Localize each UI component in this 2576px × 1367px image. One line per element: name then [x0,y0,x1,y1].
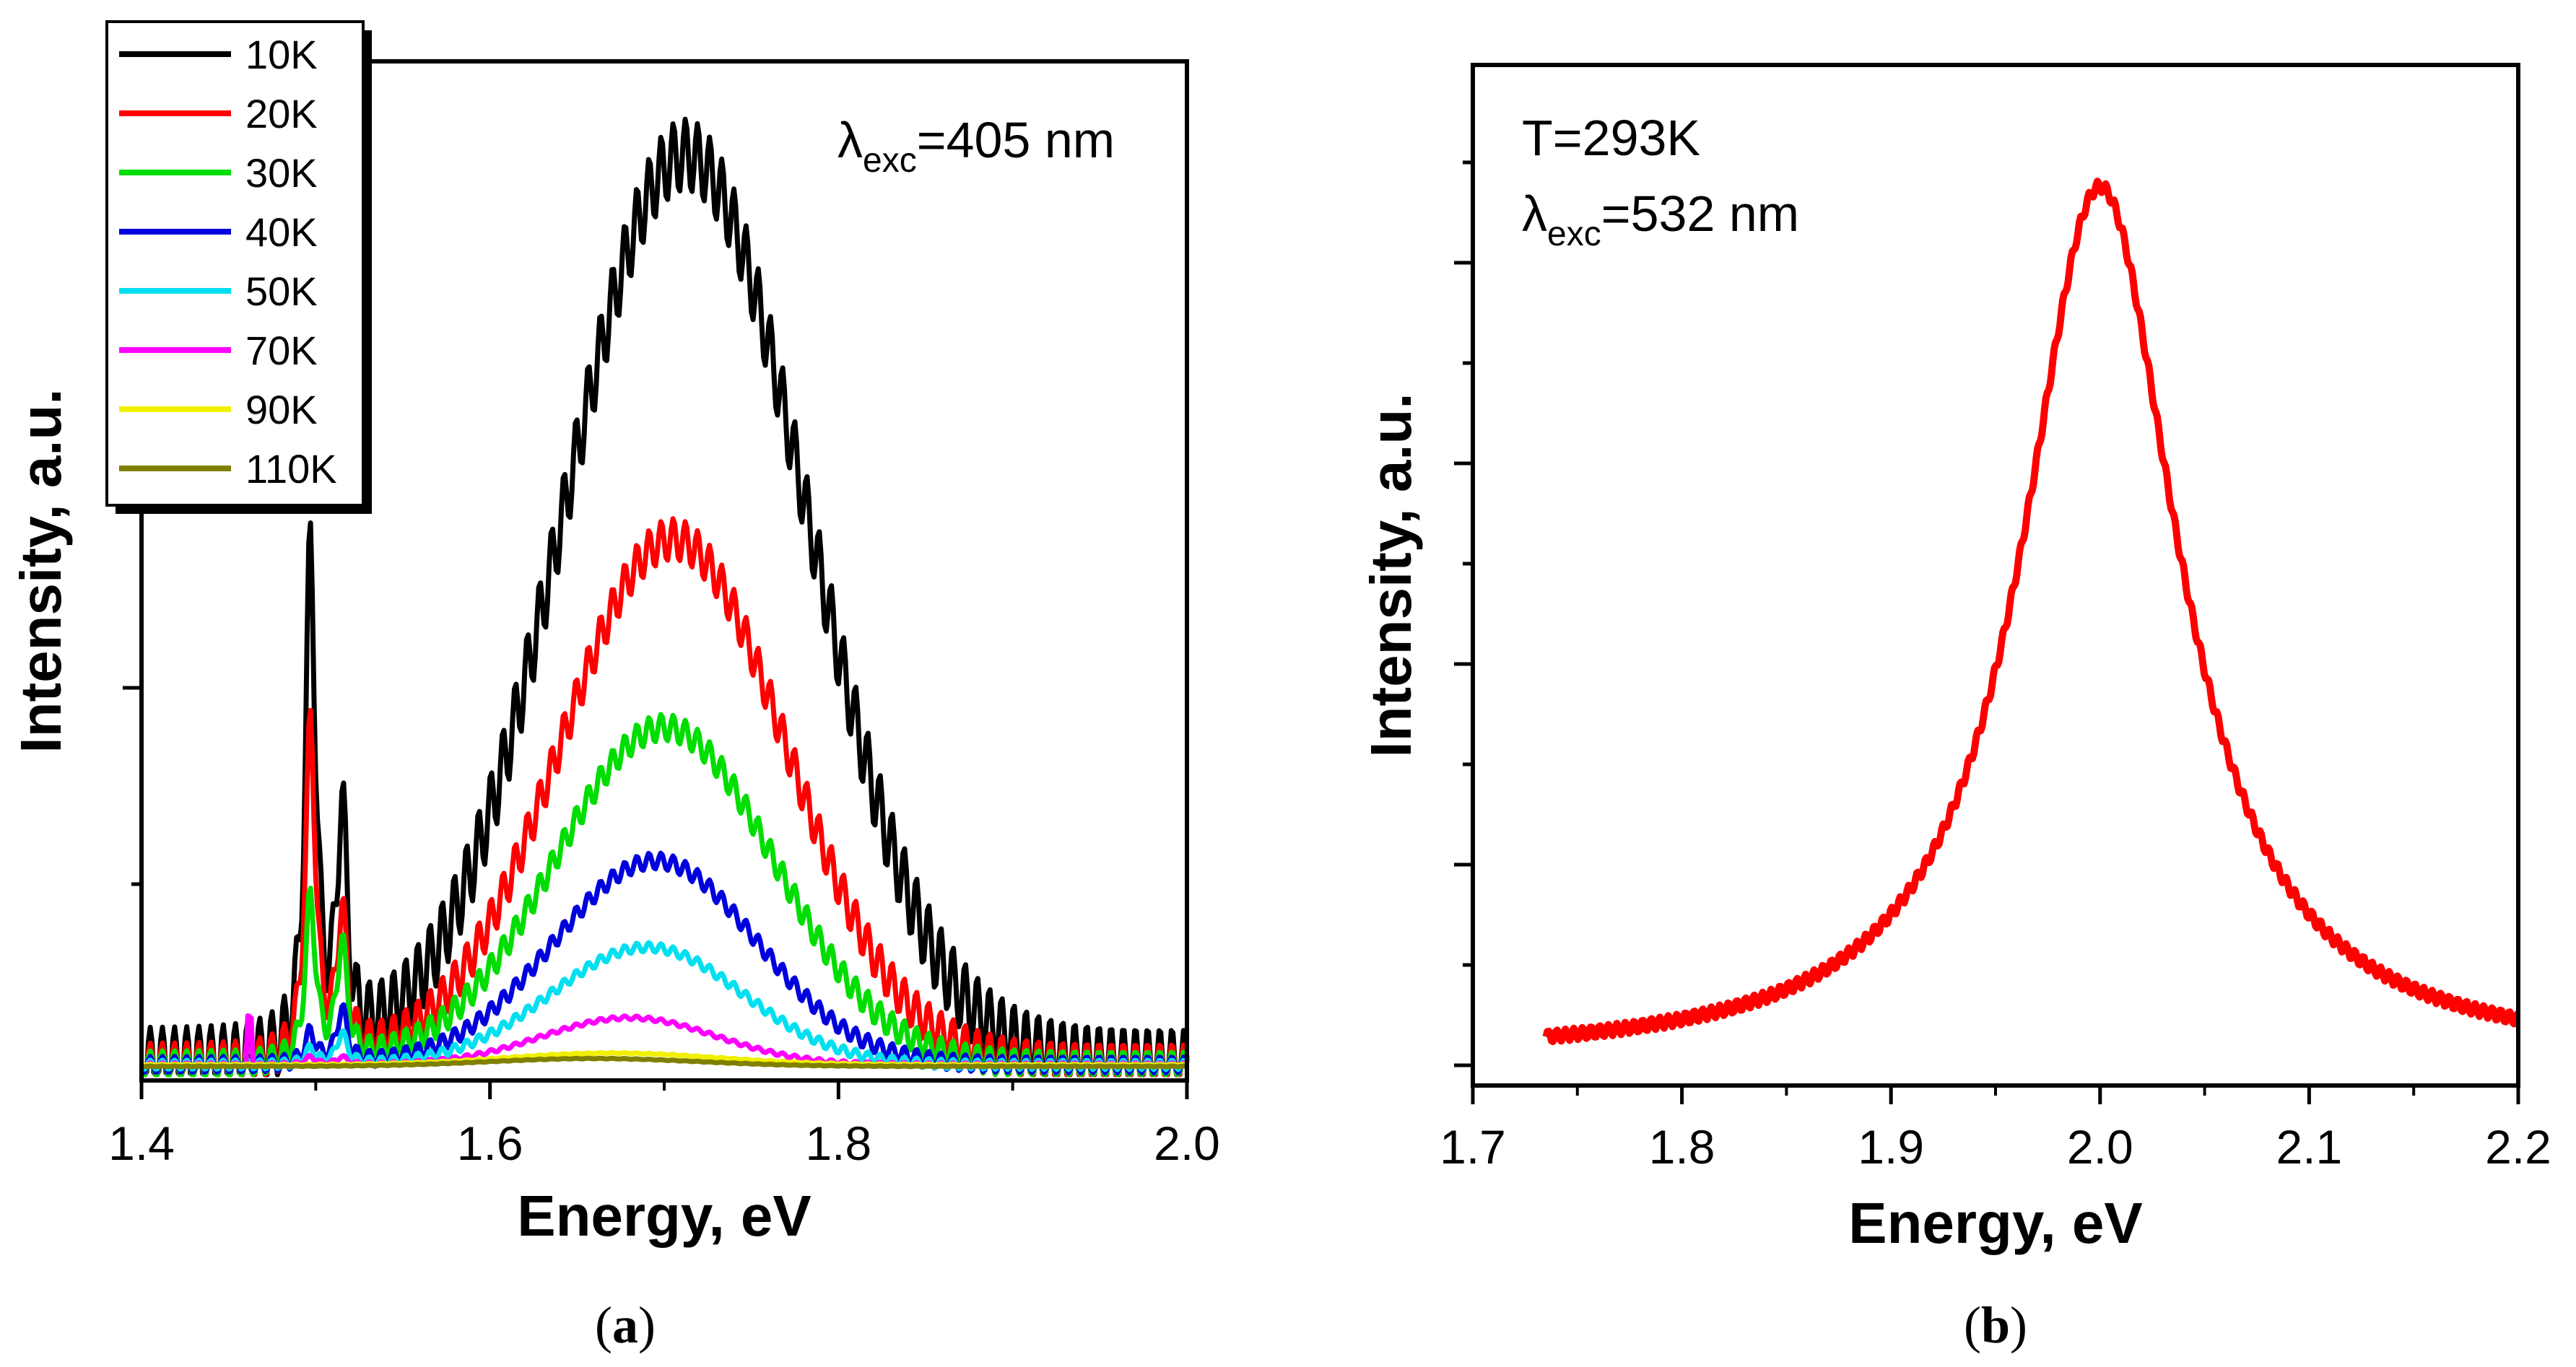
chart-a-x-axis-title: Energy, eV [517,1184,811,1248]
legend-label-70K: 70K [245,328,318,373]
chart-a-series-20K [139,516,1190,1078]
chart-b-series-group [1542,178,2521,1045]
chart-a-series-110K [140,1055,1188,1070]
chart-b-x-tick-label: 1.9 [1858,1120,1924,1174]
chart-b-x-tick-label: 1.8 [1649,1120,1715,1174]
chart-a-x-tick-label: 1.8 [805,1117,871,1170]
chart-a-x-ticks: 1.4 1.6 1.8 2.0 [108,1080,1220,1170]
chart-a-plot-frame [139,59,1189,1083]
legend-label-30K: 30K [245,150,318,196]
chart-b-series-line [1542,178,2521,1045]
panel-label-a: (a) [595,1296,656,1354]
chart-b-x-tick-label: 2.0 [2067,1120,2133,1174]
legend-label-90K: 90K [245,387,318,432]
chart-a-x-tick-label: 1.6 [457,1117,523,1170]
chart-b-plot-frame [1471,63,2520,1088]
chart-b-annotation-lambda: λexc=532 nm [1522,185,1799,253]
panel-label-b: (b) [1964,1296,2027,1354]
legend-box [105,20,365,507]
chart-a-x-tick-label: 2.0 [1154,1117,1220,1170]
chart-b-y-ticks [1454,160,1473,1067]
chart-a-y-axis-title: Intensity, a.u. [9,388,73,753]
legend-label-110K: 110K [245,446,337,492]
chart-b-x-ticks: 1.7 1.8 1.9 2.0 2.1 2.2 [1440,1086,2551,1174]
legend-label-10K: 10K [245,32,318,77]
chart-a-x-tick-label: 1.4 [108,1117,175,1170]
chart-b-x-tick-label: 2.1 [2276,1120,2343,1174]
chart-b-y-axis-title: Intensity, a.u. [1359,393,1423,757]
chart-b-x-tick-label: 2.2 [2485,1120,2551,1174]
chart-a-legend: 10K 20K 30K 40K 50K 70K 90K 110K [105,20,372,514]
chart-b-x-tick-label: 1.7 [1440,1120,1506,1174]
chart-a-series-10K [139,116,1190,1078]
legend-items: 10K 20K 30K 40K 50K 70K 90K 110K [119,32,337,492]
legend-label-20K: 20K [245,91,318,136]
chart-a-annotation-lambda: λexc=405 nm [837,112,1115,180]
chart-b-x-axis-title: Energy, eV [1848,1191,2143,1255]
chart-a-series-30K [139,712,1190,1078]
chart-b-annotation-temperature: T=293K [1522,110,1700,166]
chart-a-series-40K [139,850,1190,1076]
legend-label-40K: 40K [245,209,318,255]
chart-b: 1.7 1.8 1.9 2.0 2.1 2.2 Energy, eV Intensity,… [1359,63,2551,1354]
chart-a-series-group [139,116,1190,1078]
legend-label-50K: 50K [245,268,318,314]
chart-a: 1.4 1.6 1.8 2.0 Energy, eV Intensity, a.u. … [9,20,1220,1354]
